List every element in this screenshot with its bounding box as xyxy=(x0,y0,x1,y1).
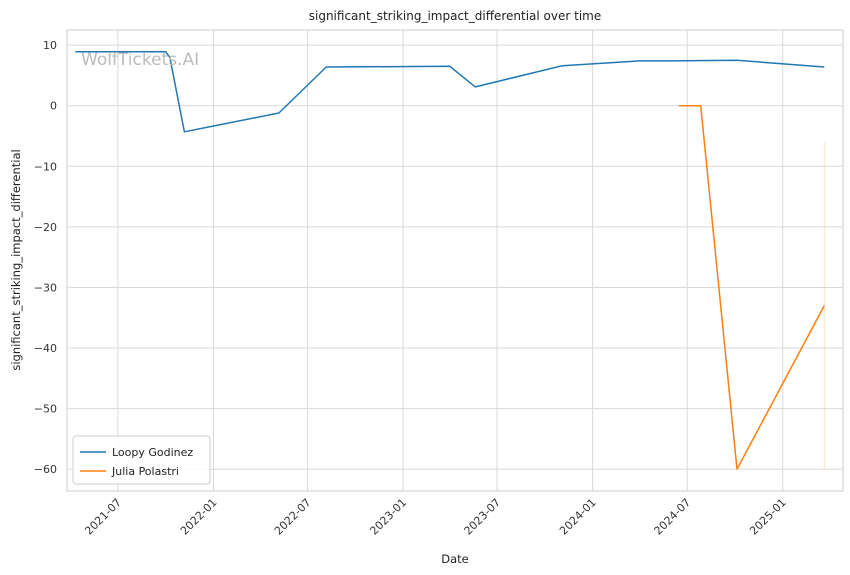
x-tick-label: 2024-01 xyxy=(557,496,599,538)
plot-area xyxy=(66,29,844,492)
legend-label-loopy-godinez: Loopy Godinez xyxy=(112,446,193,459)
x-tick-label: 2022-07 xyxy=(272,496,314,538)
legend-label-julia-polastri: Julia Polastri xyxy=(111,465,179,478)
x-tick-label: 2024-07 xyxy=(652,496,694,538)
legend: Loopy Godinez Julia Polastri xyxy=(72,435,211,485)
y-tick-label: 0 xyxy=(50,100,57,113)
x-gridlines xyxy=(117,30,784,491)
y-tick-label: 10 xyxy=(43,39,57,52)
y-axis-title: significant_striking_impact_differential xyxy=(9,149,23,370)
chart-title: significant_striking_impact_differential… xyxy=(309,9,601,23)
watermark-text: WolfTickets.AI xyxy=(81,50,199,70)
x-tick-label: 2025-01 xyxy=(747,496,789,538)
y-tick-label: −20 xyxy=(34,221,57,234)
legend-box xyxy=(72,435,211,485)
series-line-loopy-godinez xyxy=(75,51,825,133)
x-tick-labels: 2021-07 2022-01 2022-07 2023-01 2023-07 2024-… xyxy=(82,496,789,538)
y-tick-labels: 10 0 −10 −20 −30 −40 −50 −60 xyxy=(34,39,57,476)
y-tick-label: −50 xyxy=(34,403,57,416)
series-line-julia-polastri xyxy=(678,104,825,470)
y-tick-label: −60 xyxy=(34,463,57,476)
y-gridlines xyxy=(67,44,843,470)
x-tick-label: 2022-01 xyxy=(178,496,220,538)
y-tick-label: −10 xyxy=(34,160,57,173)
x-axis-title: Date xyxy=(441,552,469,566)
y-tick-label: −30 xyxy=(34,281,57,294)
x-tick-label: 2023-01 xyxy=(367,496,409,538)
x-tick-label: 2021-07 xyxy=(82,496,124,538)
series-layer xyxy=(75,51,825,470)
x-tick-label: 2023-07 xyxy=(461,496,503,538)
y-tick-label: −40 xyxy=(34,342,57,355)
